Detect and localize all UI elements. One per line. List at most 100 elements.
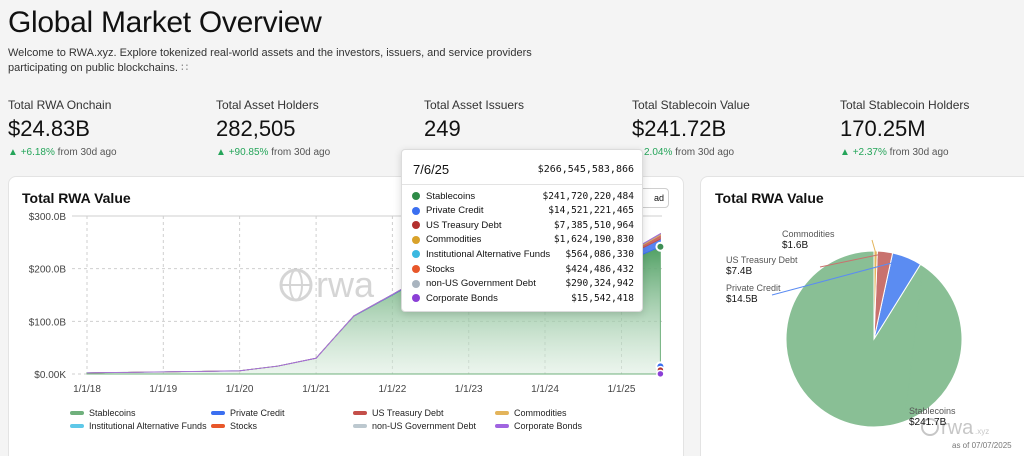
as-of-date: as of 07/07/2025 bbox=[952, 441, 1012, 450]
tooltip-row-value: $15,542,418 bbox=[571, 292, 634, 304]
x-axis-ticks: 1/1/18 1/1/19 1/1/20 1/1/21 1/1/22 1/1/23 1/1/… bbox=[73, 384, 636, 395]
legend-swatch bbox=[211, 411, 225, 415]
legend-item-stablecoins[interactable]: Stablecoins bbox=[70, 408, 136, 418]
legend-label: Stablecoins bbox=[89, 408, 136, 418]
legend-label: Commodities bbox=[514, 408, 567, 418]
legend-swatch bbox=[70, 424, 84, 428]
metric-delta: ▲ +90.85% from 30d ago bbox=[216, 147, 416, 158]
pie-label-us-treasury: US Treasury Debt $7.4B bbox=[726, 255, 798, 277]
tooltip-row-name: Corporate Bonds bbox=[426, 292, 498, 304]
pie-label-name: Commodities bbox=[782, 229, 835, 239]
metric-label: Total Asset Issuers bbox=[424, 98, 525, 112]
legend-item-non-us-government-debt[interactable]: non-US Government Debt bbox=[353, 421, 476, 431]
pie-chart[interactable]: rwa .xyz bbox=[700, 176, 1024, 456]
tooltip-dot bbox=[412, 265, 420, 273]
link-icon[interactable]: ∷ bbox=[181, 62, 189, 74]
pie-label-value: $1.6B bbox=[782, 240, 809, 251]
legend-item-institutional-alternative-funds[interactable]: Institutional Alternative Funds bbox=[70, 421, 207, 431]
y-tick-label: $100.0B bbox=[29, 317, 67, 328]
x-tick-label: 1/1/21 bbox=[302, 384, 330, 395]
metric-label: Total Stablecoin Holders bbox=[840, 98, 970, 112]
tooltip-row: US Treasury Debt $7,385,510,964 bbox=[412, 218, 634, 232]
legend-item-stocks[interactable]: Stocks bbox=[211, 421, 257, 431]
tooltip-row: non-US Government Debt $290,324,942 bbox=[412, 277, 634, 291]
legend-item-us-treasury-debt[interactable]: US Treasury Debt bbox=[353, 408, 444, 418]
y-tick-label: $200.0B bbox=[29, 265, 67, 276]
x-tick-label: 1/1/20 bbox=[226, 384, 254, 395]
metric-value: $241.72B bbox=[632, 116, 727, 141]
metric-total-rwa-onchain: Total RWA Onchain $24.83B ▲ +6.18% from … bbox=[8, 98, 208, 158]
page-intro: Welcome to RWA.xyz. Explore tokenized re… bbox=[8, 46, 548, 76]
arrow-up-icon: ▲ bbox=[840, 147, 853, 158]
delta-value: +2.37% bbox=[852, 147, 887, 158]
delta-suffix: from 30d ago bbox=[672, 147, 735, 158]
delta-value: 2.04% bbox=[644, 147, 673, 158]
metric-total-stablecoin-value: Total Stablecoin Value $241.72B 2.04% fr… bbox=[632, 98, 832, 158]
x-tick-label: 1/1/19 bbox=[149, 384, 177, 395]
tooltip-row-value: $14,521,221,465 bbox=[548, 205, 634, 217]
tooltip-dot bbox=[412, 192, 420, 200]
legend-swatch bbox=[353, 424, 367, 428]
chart-area-layers bbox=[86, 232, 661, 375]
metric-value: 170.25M bbox=[840, 116, 926, 141]
delta-suffix: from 30d ago bbox=[886, 147, 949, 158]
metric-value: 282,505 bbox=[216, 116, 296, 141]
pie-label-commodities: Commodities $1.6B bbox=[782, 229, 835, 251]
endpoint-stablecoins bbox=[655, 241, 666, 252]
legend-swatch bbox=[70, 411, 84, 415]
leader-line bbox=[905, 267, 924, 409]
tooltip-dot bbox=[412, 235, 420, 244]
pie-chart-title: Total RWA Value bbox=[715, 190, 824, 206]
delta-suffix: from 30d ago bbox=[54, 147, 117, 158]
legend-swatch bbox=[353, 411, 367, 415]
page-title: Global Market Overview bbox=[8, 6, 322, 39]
pie-label-value: $14.5B bbox=[726, 294, 758, 305]
globe-icon bbox=[921, 418, 939, 436]
endpoint-corporate-bonds bbox=[656, 369, 665, 379]
pie-watermark-text: rwa bbox=[941, 417, 974, 439]
pie-slices bbox=[785, 250, 963, 428]
globe-icon bbox=[279, 268, 313, 302]
metric-total-stablecoin-holders: Total Stablecoin Holders 170.25M ▲ +2.37… bbox=[840, 98, 1024, 158]
legend-swatch bbox=[495, 424, 509, 428]
legend-item-corporate-bonds[interactable]: Corporate Bonds bbox=[495, 421, 582, 431]
tooltip-row-name: Institutional Alternative Funds bbox=[426, 248, 551, 260]
watermark-text: rwa bbox=[316, 264, 375, 305]
y-tick-label: $300.0B bbox=[29, 212, 67, 223]
tooltip-row-value: $564,086,330 bbox=[565, 248, 634, 260]
tooltip-row-name: Private Credit bbox=[426, 205, 484, 217]
legend-label: Institutional Alternative Funds bbox=[89, 421, 207, 431]
tooltip-row: Private Credit $14,521,221,465 bbox=[412, 204, 634, 218]
delta-suffix: from 30d ago bbox=[268, 147, 331, 158]
tooltip-dot bbox=[412, 250, 420, 259]
tooltip-dot bbox=[412, 279, 420, 288]
pie-watermark-suffix: .xyz bbox=[975, 427, 989, 436]
leader-line bbox=[871, 239, 877, 253]
leader-line bbox=[819, 252, 885, 268]
tooltip-dot bbox=[412, 206, 420, 215]
metric-label: Total RWA Onchain bbox=[8, 98, 112, 112]
tooltip-row-name: Stablecoins bbox=[426, 190, 476, 202]
tooltip-row-name: non-US Government Debt bbox=[426, 278, 536, 290]
tooltip-divider bbox=[402, 184, 642, 185]
tooltip-row-name: Stocks bbox=[426, 263, 455, 275]
legend-label: US Treasury Debt bbox=[372, 408, 444, 418]
metric-value: 249 bbox=[424, 116, 461, 141]
x-tick-label: 1/1/18 bbox=[73, 384, 101, 395]
legend-label: Stocks bbox=[230, 421, 258, 431]
metric-value: $24.83B bbox=[8, 116, 90, 141]
tooltip-row: Stablecoins $241,720,220,484 bbox=[412, 189, 634, 203]
legend-swatch bbox=[211, 424, 225, 428]
tooltip-row-value: $1,624,190,830 bbox=[553, 234, 634, 246]
x-tick-label: 1/1/23 bbox=[455, 384, 483, 395]
chart-tooltip: 7/6/25 $266,545,583,866 Stablecoins $241,… bbox=[401, 149, 643, 312]
pie-label-name: Stablecoins bbox=[909, 406, 956, 416]
tooltip-row-value: $290,324,942 bbox=[565, 278, 634, 290]
legend-item-private-credit[interactable]: Private Credit bbox=[211, 408, 285, 418]
pie-watermark: rwa .xyz bbox=[921, 417, 989, 439]
intro-text: Welcome to RWA.xyz. Explore tokenized re… bbox=[8, 47, 532, 74]
pie-label-private-credit: Private Credit $14.5B bbox=[726, 283, 781, 305]
tooltip-row: Corporate Bonds $15,542,418 bbox=[412, 291, 634, 305]
area-series-corporate-bonds bbox=[86, 232, 661, 374]
legend-item-commodities[interactable]: Commodities bbox=[495, 408, 567, 418]
